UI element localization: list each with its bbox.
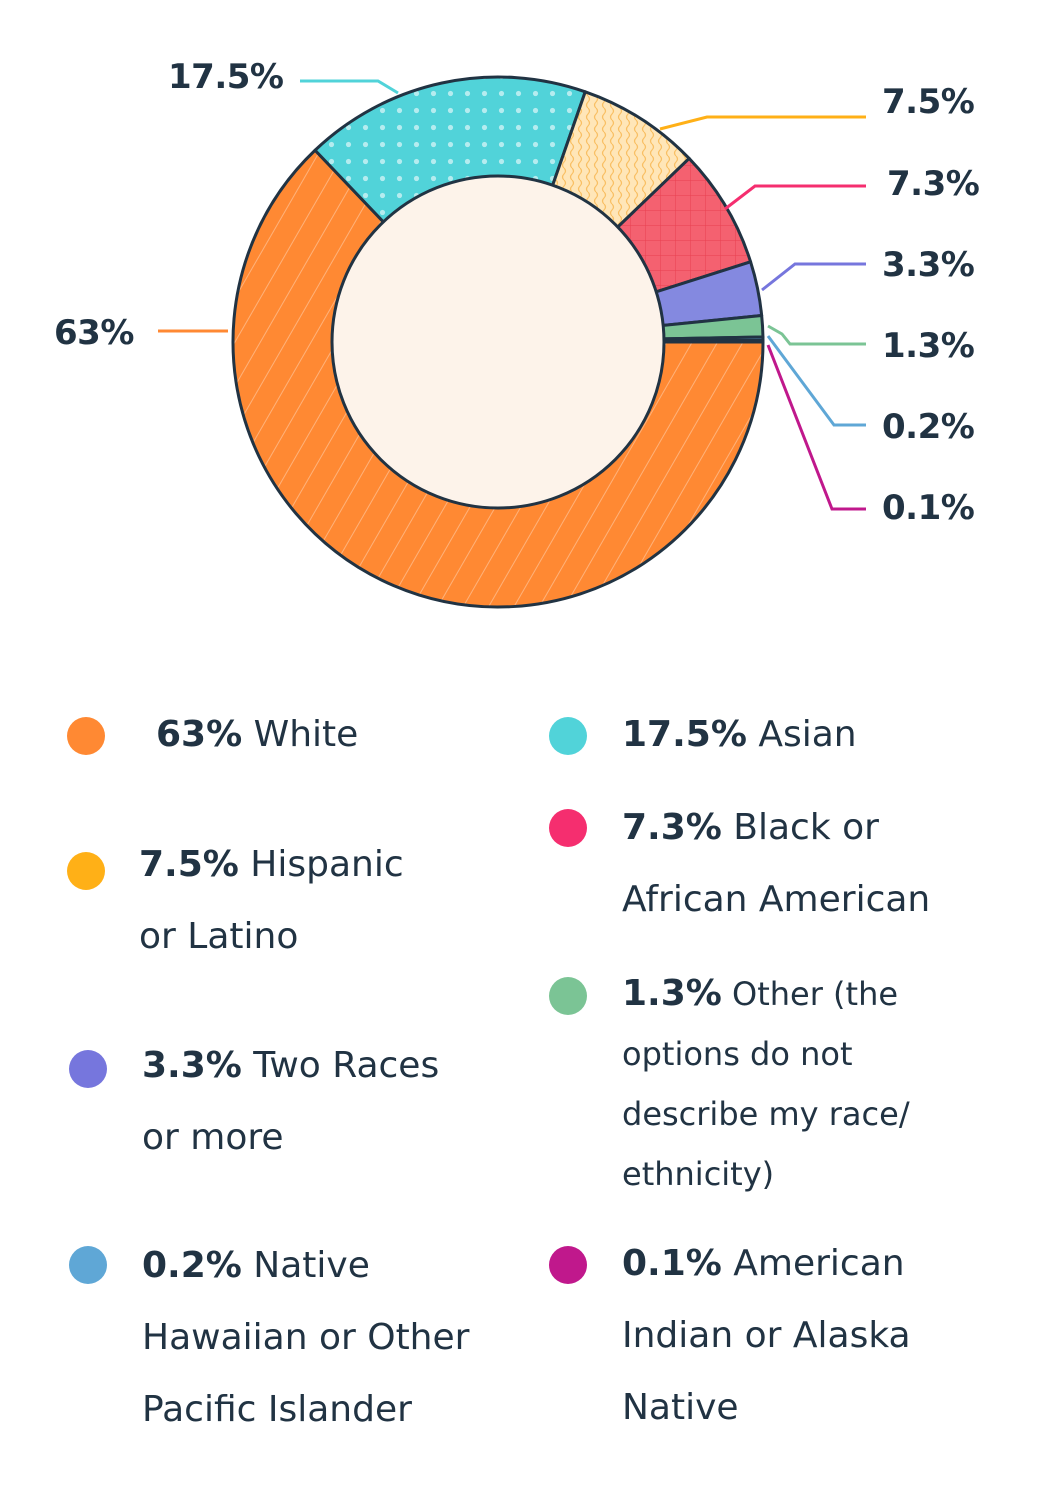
callout-american-indian: 0.1%	[882, 488, 975, 528]
legend-pct: 1.3%	[622, 973, 722, 1014]
legend-label: White	[242, 714, 359, 755]
leader-line-asian	[300, 79, 399, 95]
callout-native-hawaiian: 0.2%	[882, 407, 975, 447]
legend-label: Asian	[746, 714, 857, 755]
legend-label: Hispanic	[238, 844, 404, 885]
legend-dot-white	[67, 717, 105, 755]
callout-asian: 17.5%	[168, 57, 284, 97]
callout-hispanic: 7.5%	[882, 82, 975, 122]
legend-label-line: or Latino	[139, 916, 299, 957]
legend-pct: 7.5%	[139, 844, 239, 885]
legend-label-line: options do not	[622, 1035, 853, 1073]
legend-label-line: African American	[622, 879, 931, 920]
legend-label: Other (the	[721, 975, 899, 1013]
legend-label: American	[721, 1243, 905, 1284]
donut-chart	[158, 75, 866, 609]
legend-dot-black	[549, 809, 587, 847]
legend-label: Two Races	[241, 1045, 440, 1086]
legend-pct: 7.3%	[622, 807, 722, 848]
legend-dot-american-indian	[549, 1246, 587, 1284]
leader-line-native-hawaiian	[766, 335, 866, 427]
legend-label-line: Indian or Alaska	[622, 1315, 911, 1356]
legend-dot-hispanic	[67, 852, 105, 890]
leader-line-hispanic	[659, 115, 866, 131]
legend-dot-asian	[549, 717, 587, 755]
callout-white: 63%	[54, 313, 134, 353]
legend-dot-native-hawaiian	[69, 1246, 107, 1284]
legend-pct: 0.1%	[622, 1243, 722, 1284]
legend-dot-other	[549, 977, 587, 1015]
donut-slice	[496, 338, 765, 344]
legend-pct: 0.2%	[142, 1245, 242, 1286]
leader-line-other	[767, 324, 866, 346]
donut-center	[330, 174, 666, 510]
legend-label: Native	[241, 1245, 370, 1286]
leader-line-black	[724, 184, 866, 211]
callout-two-races: 3.3%	[882, 245, 975, 285]
legend-label: Black or	[721, 807, 879, 848]
legend-dot-two-races	[69, 1050, 107, 1088]
legend-pct: 63%	[156, 714, 243, 755]
leader-line-american-indian	[766, 344, 866, 511]
legend-label-line: describe my race/	[622, 1095, 910, 1133]
legend-pct: 3.3%	[142, 1045, 242, 1086]
legend-label-line: Native	[622, 1387, 739, 1428]
leader-line-two-races	[761, 262, 866, 292]
callout-other: 1.3%	[882, 326, 975, 366]
legend-label-line: Pacific Islander	[142, 1389, 412, 1430]
leader-lines	[158, 79, 866, 511]
legend-pct: 17.5%	[622, 714, 747, 755]
legend-label-line: or more	[142, 1117, 284, 1158]
callout-black: 7.3%	[887, 164, 980, 204]
legend-label-line: ethnicity)	[622, 1155, 775, 1193]
legend-label-line: Hawaiian or Other	[142, 1317, 470, 1358]
